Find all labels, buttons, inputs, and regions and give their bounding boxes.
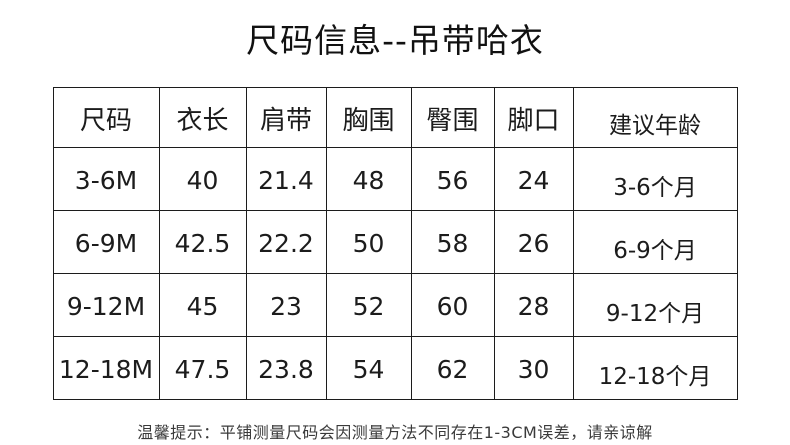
table-cell: 54 xyxy=(325,335,412,400)
table-cell: 3-6个月 xyxy=(572,146,738,211)
table-cell: 58 xyxy=(410,209,495,274)
table-cell: 21.4 xyxy=(245,146,327,211)
table-cell: 52 xyxy=(325,272,412,337)
table-cell: 6-9个月 xyxy=(572,209,738,274)
table-cell: 42.5 xyxy=(158,209,247,274)
page-title: 尺码信息--吊带哈衣 xyxy=(246,21,544,60)
table-cell: 62 xyxy=(410,335,495,400)
table-cell: 56 xyxy=(410,146,495,211)
size-chart-table: 尺码 衣长 肩带 胸围 臀围 脚口 建议年龄 3-6M 40 21.4 48 5… xyxy=(52,86,738,400)
table-cell: 30 xyxy=(493,335,574,400)
header-cell-suggested-age: 建议年龄 xyxy=(572,86,738,148)
table-cell: 47.5 xyxy=(158,335,247,400)
table-row: 3-6M 40 21.4 48 56 24 3-6个月 xyxy=(52,146,738,211)
header-cell-hip: 臀围 xyxy=(410,86,495,148)
header-cell-size: 尺码 xyxy=(52,86,160,148)
table-header-row: 尺码 衣长 肩带 胸围 臀围 脚口 建议年龄 xyxy=(52,86,738,148)
table-cell: 28 xyxy=(493,272,574,337)
table-cell: 23.8 xyxy=(245,335,327,400)
table-cell: 24 xyxy=(493,146,574,211)
table-row: 12-18M 47.5 23.8 54 62 30 12-18个月 xyxy=(52,335,738,400)
table-cell: 26 xyxy=(493,209,574,274)
table-cell: 60 xyxy=(410,272,495,337)
table-row: 6-9M 42.5 22.2 50 58 26 6-9个月 xyxy=(52,209,738,274)
table-row: 9-12M 45 23 52 60 28 9-12个月 xyxy=(52,272,738,337)
table-cell: 9-12个月 xyxy=(572,272,738,337)
table-cell: 48 xyxy=(325,146,412,211)
table-cell: 6-9M xyxy=(52,209,160,274)
table-cell: 50 xyxy=(325,209,412,274)
table-cell: 12-18M xyxy=(52,335,160,400)
header-cell-leg-opening: 脚口 xyxy=(493,86,574,148)
table-cell: 40 xyxy=(158,146,247,211)
header-cell-chest: 胸围 xyxy=(325,86,412,148)
table-cell: 22.2 xyxy=(245,209,327,274)
table-cell: 9-12M xyxy=(52,272,160,337)
table-cell: 3-6M xyxy=(52,146,160,211)
table-cell: 45 xyxy=(158,272,247,337)
table-cell: 12-18个月 xyxy=(572,335,738,400)
header-cell-shoulder-strap: 肩带 xyxy=(245,86,327,148)
header-cell-garment-length: 衣长 xyxy=(158,86,247,148)
table-cell: 23 xyxy=(245,272,327,337)
